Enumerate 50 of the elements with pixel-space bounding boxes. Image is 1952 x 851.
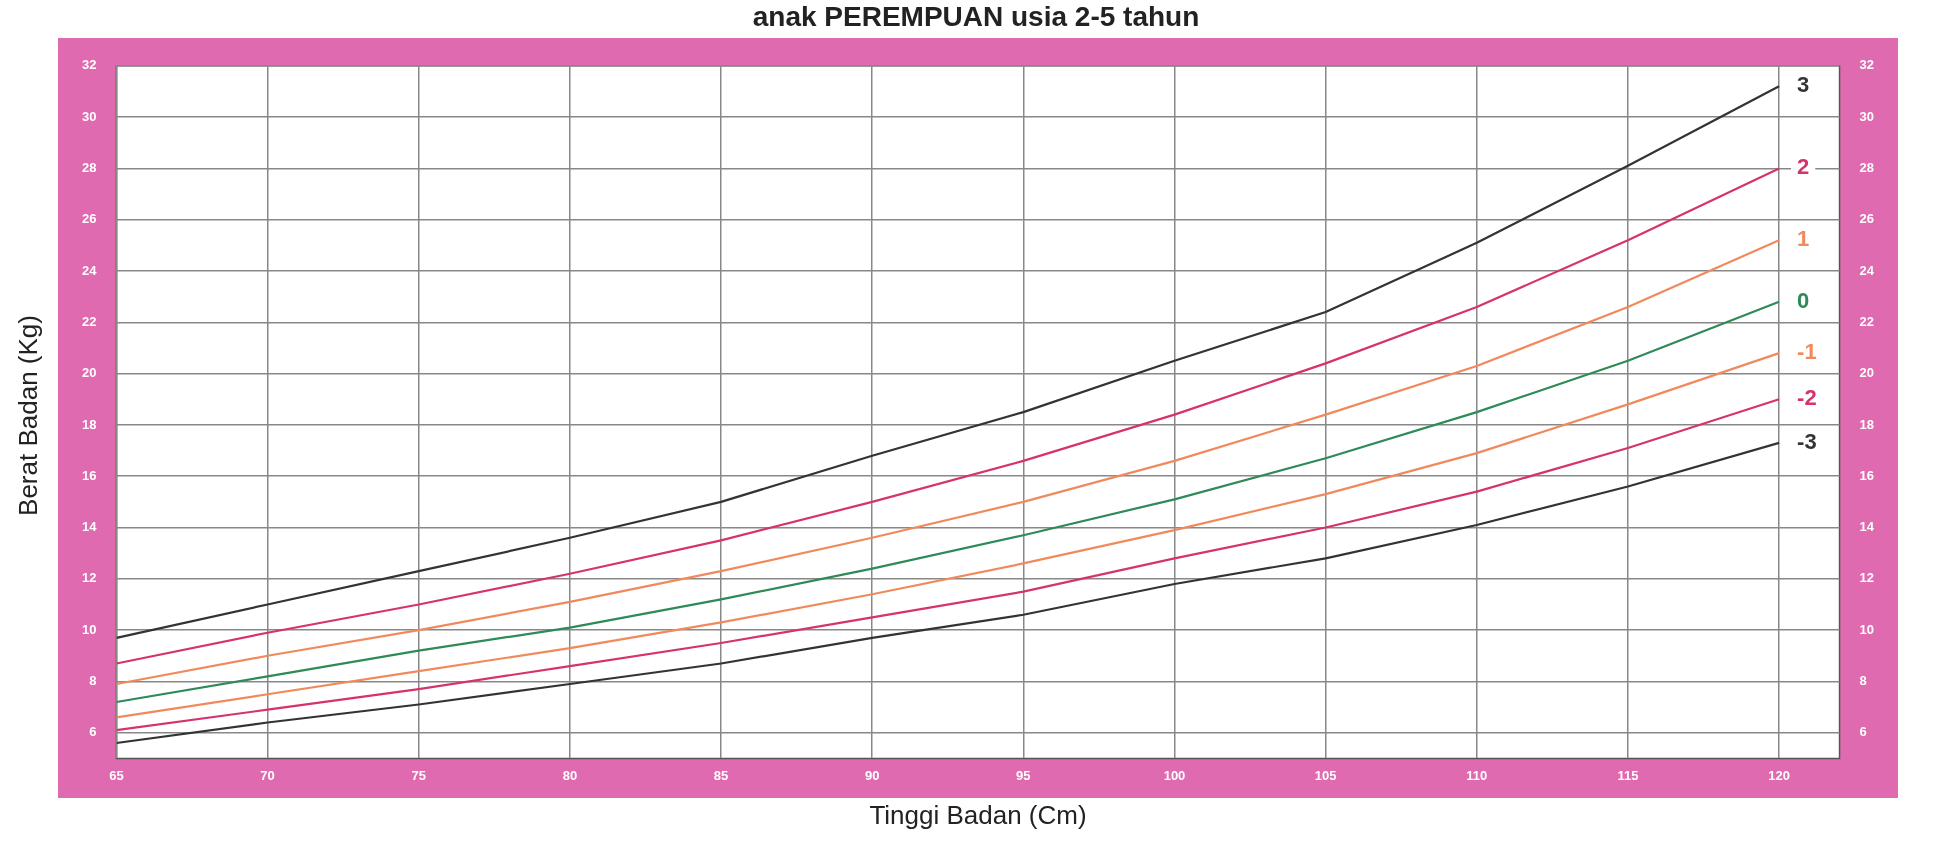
y-tick-label: 24 xyxy=(81,262,98,278)
series-label: -1 xyxy=(1797,339,1817,365)
y-tick-label: 16 xyxy=(81,467,97,483)
y-tick-label: 10 xyxy=(81,621,97,637)
y2-tick-label: 24 xyxy=(1859,262,1875,278)
y-axis-title: Berat Badan (Kg) xyxy=(12,314,44,516)
chart-title: anak PEREMPUAN usia 2-5 tahun xyxy=(751,0,1201,34)
x-tick-label: 95 xyxy=(1016,767,1031,783)
y-tick-label: 14 xyxy=(81,519,98,535)
series-label: 1 xyxy=(1797,226,1810,252)
y2-tick-label: 18 xyxy=(1859,416,1875,432)
y2-tick-label: 28 xyxy=(1859,159,1875,175)
y-tick-label: 22 xyxy=(81,313,97,329)
x-tick-label: 65 xyxy=(109,767,124,783)
y-tick-label: 12 xyxy=(81,570,97,586)
y2-tick-label: 14 xyxy=(1859,519,1875,535)
x-tick-label: 100 xyxy=(1163,767,1186,783)
series-label: -3 xyxy=(1797,428,1817,454)
series-label: 0 xyxy=(1797,287,1810,313)
series-label: 2 xyxy=(1797,154,1810,180)
x-tick-label: 110 xyxy=(1466,767,1488,783)
y-tick-label: 28 xyxy=(81,159,97,175)
x-tick-label: 90 xyxy=(864,767,880,783)
y2-tick-label: 26 xyxy=(1859,211,1875,227)
y-tick-label: 32 xyxy=(81,57,97,73)
x-tick-label: 120 xyxy=(1768,767,1790,783)
x-tick-label: 85 xyxy=(713,767,729,783)
y2-tick-label: 22 xyxy=(1859,313,1875,329)
y2-tick-label: 12 xyxy=(1859,570,1875,586)
y2-tick-label: 10 xyxy=(1859,621,1875,637)
x-tick-label: 115 xyxy=(1617,767,1639,783)
y2-tick-label: 30 xyxy=(1859,108,1875,124)
y-tick-label: 30 xyxy=(81,108,97,124)
x-tick-label: 80 xyxy=(562,767,578,783)
y2-tick-label: 32 xyxy=(1859,57,1875,73)
y-tick-label: 18 xyxy=(81,416,97,432)
x-tick-label: 105 xyxy=(1314,767,1337,783)
series-label: -2 xyxy=(1797,385,1817,411)
y-tick-label: 20 xyxy=(81,365,97,381)
y2-tick-label: 20 xyxy=(1859,365,1875,381)
x-tick-label: 70 xyxy=(260,767,275,783)
x-axis-title: Tinggi Badan (Cm) xyxy=(868,800,1088,831)
x-tick-label: 75 xyxy=(411,767,426,783)
series-label: 3 xyxy=(1797,72,1810,98)
y-tick-label: 6 xyxy=(89,724,97,740)
y-tick-label: 26 xyxy=(81,211,97,227)
y2-tick-label: 8 xyxy=(1859,673,1867,689)
y-tick-label: 8 xyxy=(89,673,97,689)
y2-tick-label: 16 xyxy=(1859,467,1875,483)
y2-tick-label: 6 xyxy=(1859,724,1867,740)
